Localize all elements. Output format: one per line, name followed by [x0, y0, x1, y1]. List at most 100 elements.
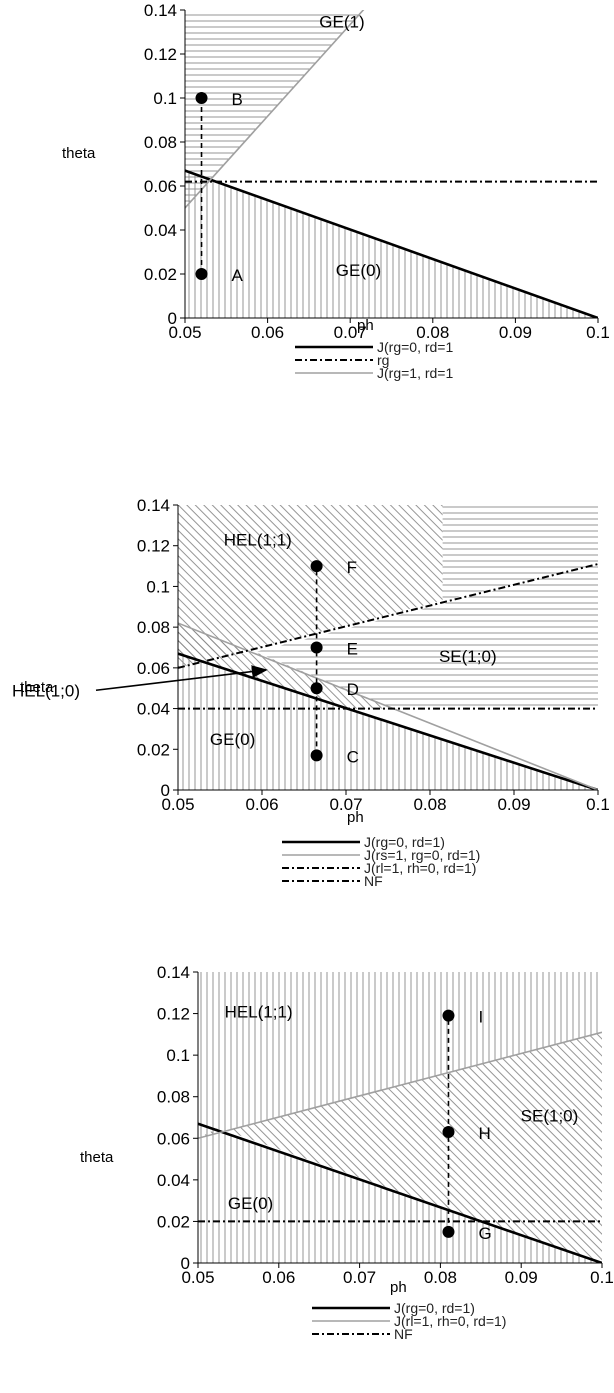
y-axis-label: theta: [62, 145, 96, 162]
hatched-region: [442, 505, 598, 601]
x-tick-label: 0.09: [497, 795, 530, 814]
x-tick-label: 0.1: [586, 795, 610, 814]
data-point: [195, 92, 208, 104]
point-label: A: [232, 266, 244, 285]
x-tick-label: 0.1: [586, 323, 610, 342]
y-tick-label: 0.04: [137, 700, 170, 719]
series-line: [178, 563, 598, 669]
point-label: H: [478, 1124, 490, 1143]
data-point: [442, 1009, 455, 1022]
x-tick-label: 0.07: [334, 323, 367, 342]
chart-1: 0.05 0.06 0.07 0.08 0.09 0.1 0 0.02 0.04 0.06 0.08…: [62, 1, 610, 381]
y-tick-label: 0.02: [144, 265, 177, 284]
series-line: [185, 169, 598, 318]
x-axis-label: ph: [357, 317, 374, 334]
x-tick-label: 0.08: [424, 1268, 457, 1287]
series-line: [178, 622, 598, 790]
chart-2: 0.05 0.06 0.07 0.08 0.09 0.1 0 0.02 0.04 0.06 0.08…: [12, 496, 610, 889]
region-label: GE(1): [319, 13, 364, 32]
y-tick-label: 0.06: [157, 1129, 190, 1148]
chart-3: 0.05 0.06 0.07 0.08 0.09 0.1 0 0.02 0.04 0.06 0.08…: [80, 963, 614, 1342]
plot-area: [178, 505, 598, 790]
legend-label: J(rg=1, rd=1: [377, 365, 453, 381]
x-tick-label: 0.05: [181, 1268, 214, 1287]
series-line: [185, 10, 365, 209]
legend-label: J(rg=0, rd=1): [394, 1300, 475, 1316]
y-tick-label: 0.06: [144, 177, 177, 196]
region-label: GE(0): [336, 261, 381, 280]
x-tick-label: 0.08: [416, 323, 449, 342]
point-label: C: [347, 747, 359, 766]
y-tick-label: 0.14: [157, 963, 190, 982]
x-tick-label: 0.09: [499, 323, 532, 342]
data-point: [310, 749, 323, 762]
legend-label: NF: [364, 873, 383, 889]
data-point: [310, 560, 323, 573]
x-tick-label: 0.07: [329, 795, 362, 814]
data-point: [195, 268, 208, 280]
point-label: G: [478, 1224, 491, 1243]
hatched-region: [198, 1032, 602, 1263]
data-point: [442, 1126, 455, 1139]
region-label: HEL(1;1): [225, 1003, 293, 1022]
y-tick-label: 0.12: [137, 537, 170, 556]
x-tick-label: 0.05: [161, 795, 194, 814]
y-tick-label: 0.12: [157, 1005, 190, 1024]
point-label: I: [478, 1008, 483, 1027]
hatched-region: [178, 505, 443, 668]
annotation-arrow: [95, 665, 268, 692]
point-label: B: [232, 90, 243, 109]
annotation-label: HEL(1;0): [12, 681, 80, 700]
region-label: SE(1;0): [521, 1107, 579, 1126]
series-line: [198, 1122, 602, 1263]
y-tick-label: 0.12: [144, 45, 177, 64]
x-tick-label: 0.1: [590, 1268, 614, 1287]
x-tick-label: 0.09: [505, 1268, 538, 1287]
plot-area: [198, 972, 602, 1263]
series-line: [178, 652, 598, 790]
y-tick-label: 0.02: [137, 740, 170, 759]
y-tick-label: 0.04: [144, 221, 177, 240]
y-tick-label: 0: [161, 781, 170, 800]
legend-label: J(rl=1, rh=0, rd=1): [364, 860, 476, 876]
hatched-region: [255, 564, 598, 709]
y-tick-label: 0.08: [137, 618, 170, 637]
plot-area: [185, 10, 598, 318]
point-label: D: [347, 680, 359, 699]
legend-label: J(rg=0, rd=1): [364, 834, 445, 850]
legend-label: NF: [394, 1326, 413, 1342]
region-label: GE(0): [210, 730, 255, 749]
legend-label: J(rl=1, rh=0, rd=1): [394, 1313, 506, 1329]
y-tick-label: 0.1: [146, 577, 170, 596]
legend-label: J(rs=1, rg=0, rd=1): [364, 847, 480, 863]
hatched-region: [185, 10, 364, 208]
point-label: F: [347, 558, 357, 577]
x-tick-label: 0.06: [245, 795, 278, 814]
region-label: GE(0): [228, 1194, 273, 1213]
y-tick-label: 0.1: [153, 89, 177, 108]
y-tick-label: 0.04: [157, 1171, 190, 1190]
y-tick-label: 0.02: [157, 1212, 190, 1231]
y-axis-label: theta: [20, 679, 54, 696]
x-axis-label: ph: [347, 809, 364, 826]
x-tick-label: 0.06: [251, 323, 284, 342]
y-tick-label: 0: [168, 309, 177, 328]
y-tick-label: 0.1: [166, 1046, 190, 1065]
x-tick-label: 0.07: [343, 1268, 376, 1287]
y-tick-label: 0.14: [137, 496, 170, 515]
y-tick-label: 0: [181, 1254, 190, 1273]
region-label: HEL(1;1): [224, 531, 292, 550]
legend-label: J(rg=0, rd=1: [377, 339, 453, 355]
legend-label: rg: [377, 352, 389, 368]
data-point: [310, 641, 323, 654]
y-tick-label: 0.08: [157, 1088, 190, 1107]
x-tick-label: 0.06: [262, 1268, 295, 1287]
y-tick-label: 0.08: [144, 133, 177, 152]
data-point: [442, 1225, 455, 1238]
y-tick-label: 0.14: [144, 1, 177, 20]
x-tick-label: 0.05: [168, 323, 201, 342]
x-tick-label: 0.08: [413, 795, 446, 814]
hatched-region: [198, 972, 602, 1139]
data-point: [310, 682, 323, 695]
